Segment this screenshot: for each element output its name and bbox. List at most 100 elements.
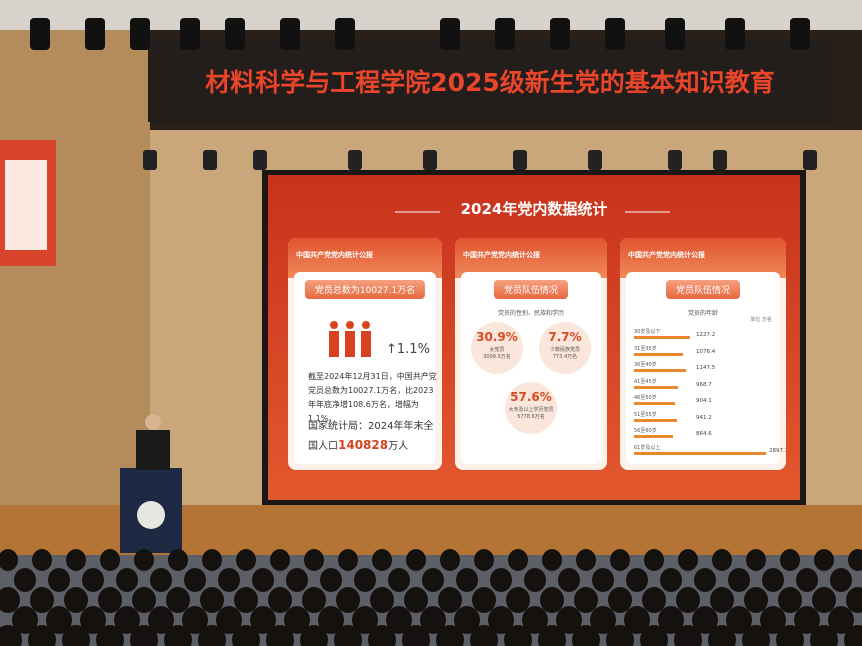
category-label: 41至45岁 (634, 378, 657, 385)
subtitle: 党员的性别、民族和学历 (497, 310, 564, 317)
left-wall (0, 30, 150, 550)
bar (634, 418, 677, 422)
stage-light (225, 18, 245, 50)
audience-head (202, 549, 222, 571)
audience-head (46, 606, 72, 634)
stat-value: 7.7% (548, 330, 582, 344)
audience-head (266, 625, 294, 646)
audience-head (422, 568, 444, 592)
audience-head (252, 568, 274, 592)
stage-lights (30, 18, 817, 170)
bar (634, 352, 684, 356)
bar (634, 385, 679, 389)
card-panel: 党员队伍情况 党员的年龄 单位 万名 30岁及以下 1227.2 31至35岁 107… (626, 272, 786, 464)
audience-head (794, 606, 820, 634)
audience-head (504, 625, 532, 646)
category-label: 36至40岁 (634, 362, 657, 368)
audience-head (438, 587, 462, 613)
audience-head (828, 606, 854, 634)
audience-head (642, 587, 666, 613)
stage-light (550, 18, 570, 50)
stage-light (513, 150, 527, 170)
bar-row: 30岁及以下 1227.2 (634, 328, 784, 344)
audience-head (676, 587, 700, 613)
audience-head (472, 587, 496, 613)
podium-emblem (137, 501, 165, 529)
audience-head (164, 625, 192, 646)
card: 中国共产党党内统计公报 党员总数为10027.1万名 ↑1.1% 截至2024年… (288, 238, 442, 470)
audience-head (302, 587, 326, 613)
audience-head (606, 625, 634, 646)
audience-head (708, 625, 736, 646)
audience-head (728, 568, 750, 592)
bar-row: 56至60岁 864.6 (634, 427, 784, 443)
audience-head (370, 587, 394, 613)
audience-head (368, 625, 396, 646)
stage-light (495, 18, 515, 50)
audience-head (780, 549, 800, 571)
audience-head (268, 587, 292, 613)
audience-head (200, 587, 224, 613)
audience-head (624, 606, 650, 634)
audience-head (352, 606, 378, 634)
speaker-head (145, 414, 161, 430)
audience-head (234, 587, 258, 613)
audience-head (388, 568, 410, 592)
stat-circle: 7.7% 少数民族党员 773.4万名 (539, 322, 591, 374)
stat-circle: 57.6% 大专及以上学历党员 5778.6万名 (505, 382, 557, 434)
bar (634, 402, 676, 405)
stage-light (280, 18, 300, 50)
audience-head (812, 587, 836, 613)
bar-row: 46至50岁 904.1 (634, 394, 784, 410)
audience-head (572, 625, 600, 646)
audience-head (14, 568, 36, 592)
population: 140828 (338, 438, 389, 452)
audience-head (796, 568, 818, 592)
stat-label: 大专及以上学历党员 (508, 407, 554, 413)
audience-head (692, 606, 718, 634)
stat-count: 3099.5万名 (483, 354, 511, 360)
card-panel: 党员队伍情况 党员的性别、民族和学历 30.9% 女党员 3099.5万名 7.7% 少… (461, 272, 601, 464)
audience-head (270, 549, 290, 571)
audience-head (470, 625, 498, 646)
audience-head (218, 568, 240, 592)
audience-head (250, 606, 276, 634)
audience-head (658, 606, 684, 634)
note-text: 国家统计局：2024年年末全国人口 (308, 421, 434, 452)
audience-head (130, 625, 158, 646)
audience-head (744, 587, 768, 613)
value-label: 1147.5 (696, 365, 716, 371)
speaker (136, 430, 170, 470)
category-label: 51至55岁 (634, 411, 657, 418)
stage-light (605, 18, 625, 50)
paragraph: 截至2024年12月31日，中国共产党党员总数为10027.1万名，比2023年… (308, 372, 437, 423)
stat-value: 30.9% (476, 330, 518, 344)
stat-label: 女党员 (489, 347, 505, 353)
audience-head (98, 587, 122, 613)
audience-head (354, 568, 376, 592)
audience-head (678, 549, 698, 571)
stage-light (30, 18, 50, 50)
audience-head (436, 625, 464, 646)
pill: 党员总数为10027.1万名 (304, 280, 426, 299)
note: 国家统计局：2024年年末全国人口140828万人 (308, 418, 438, 456)
stage-light (725, 18, 745, 50)
audience-head (386, 606, 412, 634)
audience-head (30, 587, 54, 613)
audience-head (660, 568, 682, 592)
bar (634, 336, 690, 339)
audience-head (372, 549, 392, 571)
bar (634, 435, 674, 438)
pill: 党员队伍情况 (665, 280, 741, 299)
value-label: 1076.4 (696, 348, 716, 355)
audience-head (286, 568, 308, 592)
growth: ↑1.1% (386, 342, 430, 357)
audience-head (610, 549, 630, 571)
audience-head (0, 587, 20, 613)
audience-head (814, 549, 834, 571)
category-label: 31至35岁 (634, 345, 657, 352)
chart-title: 党员的年龄 (687, 310, 718, 317)
audience-head (712, 549, 732, 571)
audience-head (540, 587, 564, 613)
chart-unit: 单位 万名 (750, 317, 772, 323)
